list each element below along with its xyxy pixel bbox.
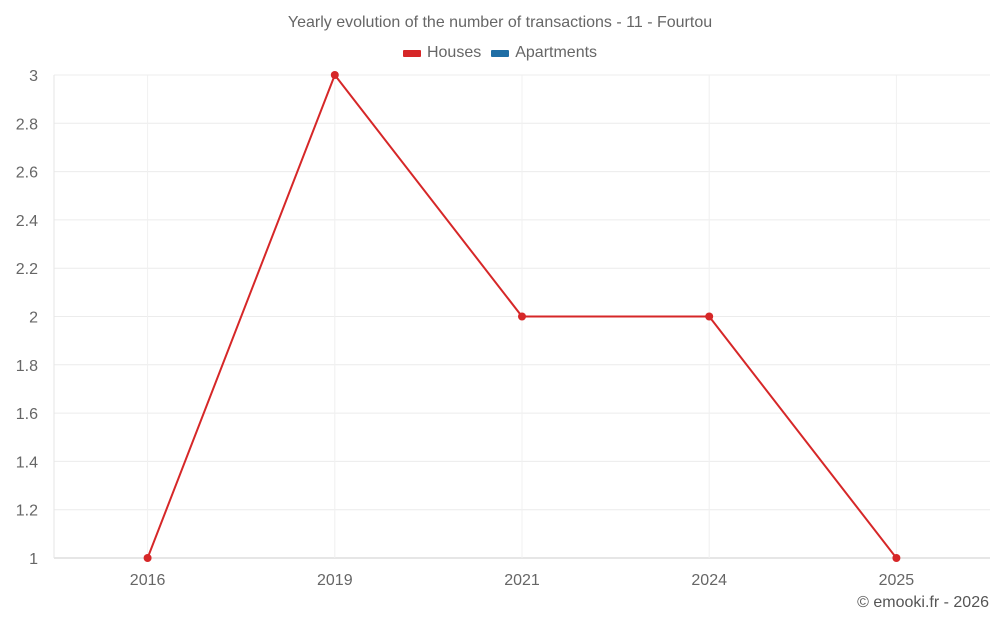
y-tick-label: 1 bbox=[29, 551, 38, 568]
legend-label-houses: Houses bbox=[426, 44, 482, 61]
x-tick-label: 2016 bbox=[130, 572, 166, 589]
x-tick-label: 2025 bbox=[879, 572, 915, 589]
data-point bbox=[330, 71, 339, 79]
data-point bbox=[705, 312, 714, 321]
y-tick-label: 2 bbox=[29, 310, 38, 327]
y-tick-label: 1.2 bbox=[16, 503, 38, 520]
data-point bbox=[518, 312, 526, 321]
legend-label-apartments: Apartments bbox=[515, 44, 598, 61]
y-tick-label: 3 bbox=[29, 68, 38, 85]
chart-legend: Houses Apartments bbox=[0, 44, 1000, 62]
legend-swatch-houses bbox=[402, 49, 421, 57]
y-tick-label: 2.8 bbox=[16, 116, 38, 133]
x-tick-label: 2024 bbox=[691, 572, 727, 589]
credit-text: © emooki.fr - 2026 bbox=[857, 594, 989, 611]
y-tick-label: 2.2 bbox=[16, 261, 38, 278]
y-tick-label: 1.6 bbox=[16, 406, 38, 423]
y-tick-label: 1.4 bbox=[16, 454, 38, 471]
legend-item-apartments[interactable]: Apartments bbox=[491, 44, 597, 62]
y-tick-label: 2.6 bbox=[16, 165, 38, 182]
legend-item-houses[interactable]: Houses bbox=[402, 44, 482, 62]
y-tick-label: 1.8 bbox=[16, 358, 38, 375]
x-tick-label: 2021 bbox=[504, 572, 540, 589]
data-point bbox=[892, 554, 901, 562]
x-tick-label: 2019 bbox=[317, 572, 353, 589]
chart-title: Yearly evolution of the number of transa… bbox=[287, 14, 713, 31]
legend-swatch-apartments bbox=[491, 49, 510, 57]
y-tick-label: 2.4 bbox=[16, 213, 38, 230]
data-point bbox=[143, 554, 152, 562]
